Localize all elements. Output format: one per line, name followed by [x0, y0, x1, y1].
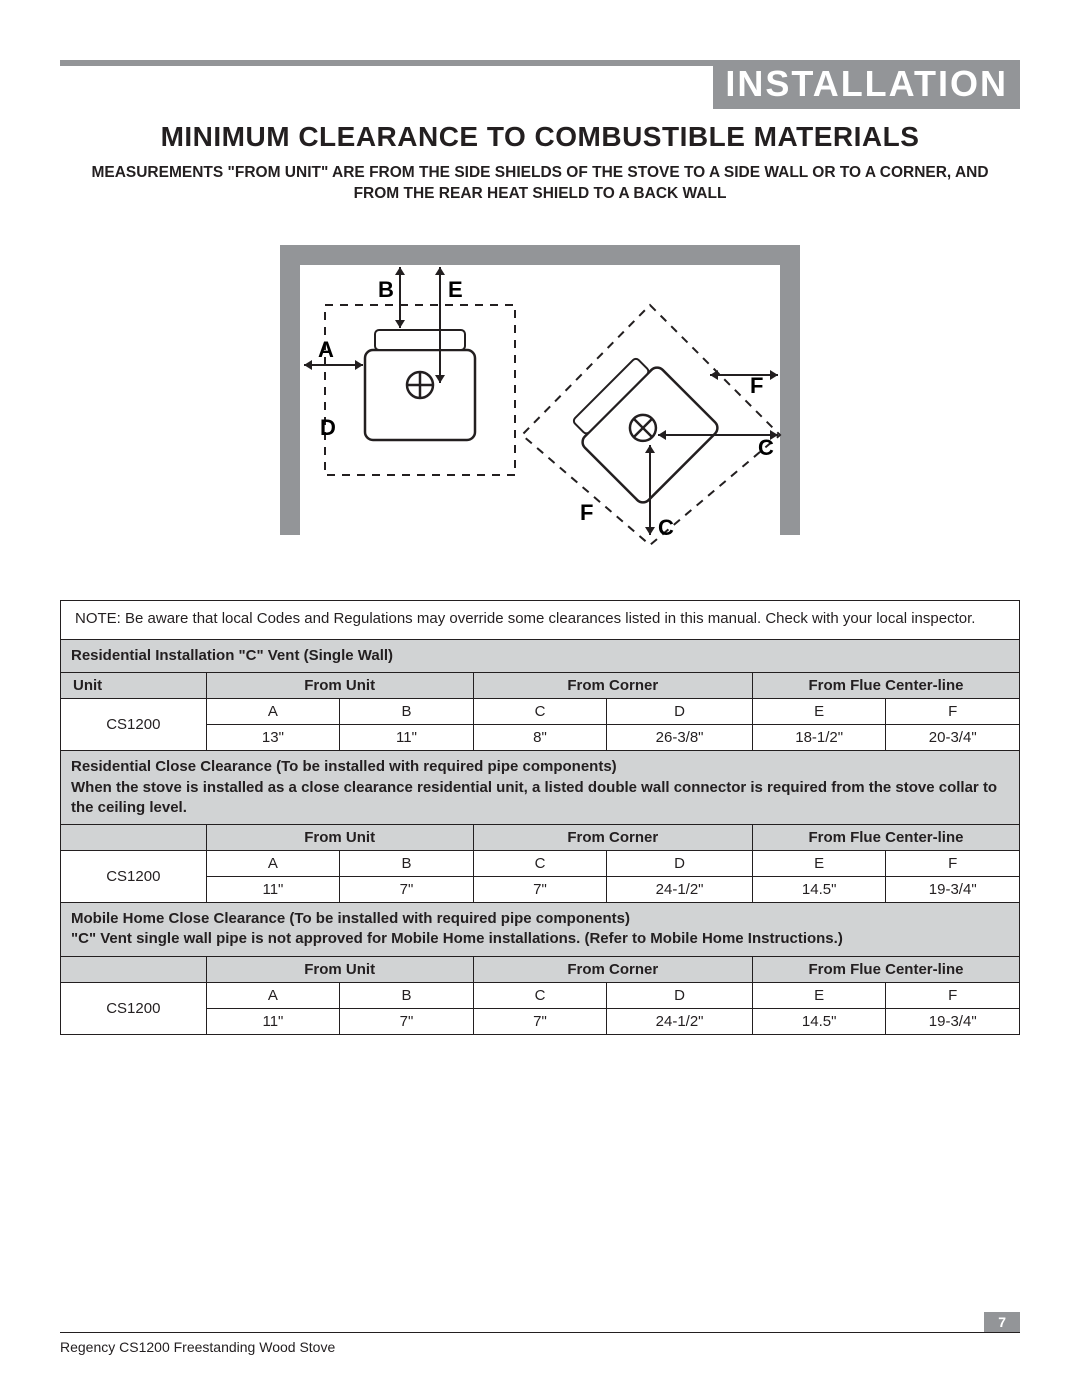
table-note: NOTE: Be aware that local Codes and Regu… [61, 600, 1020, 639]
clearance-table: NOTE: Be aware that local Codes and Regu… [60, 600, 1020, 1035]
column-header-row: From Unit From Corner From Flue Center-l… [61, 825, 1020, 851]
page: INSTALLATION MINIMUM CLEARANCE TO COMBUS… [0, 0, 1080, 1397]
footer-text: Regency CS1200 Freestanding Wood Stove [60, 1339, 335, 1355]
svg-text:A: A [318, 337, 334, 362]
section-header: Mobile Home Close Clearance (To be insta… [61, 903, 1020, 957]
svg-text:C: C [658, 515, 674, 540]
letters-row: CS1200 A B C D E F [61, 982, 1020, 1008]
page-number: 7 [984, 1312, 1020, 1332]
svg-text:F: F [750, 373, 763, 398]
column-header-row: Unit From Unit From Corner From Flue Cen… [61, 673, 1020, 699]
letters-row: CS1200 A B C D E F [61, 699, 1020, 725]
page-title: MINIMUM CLEARANCE TO COMBUSTIBLE MATERIA… [60, 121, 1020, 153]
measurement-note: MEASUREMENTS "FROM UNIT" ARE FROM THE SI… [70, 163, 1010, 205]
section-header: Residential Installation "C" Vent (Singl… [61, 640, 1020, 673]
table-note-row: NOTE: Be aware that local Codes and Regu… [61, 600, 1020, 639]
svg-text:B: B [378, 277, 394, 302]
svg-text:F: F [580, 500, 593, 525]
column-header-row: From Unit From Corner From Flue Center-l… [61, 956, 1020, 982]
section-banner: INSTALLATION [60, 61, 1020, 109]
svg-text:C: C [758, 435, 774, 460]
clearance-diagram: A B E D [60, 235, 1020, 560]
letters-row: CS1200 A B C D E F [61, 851, 1020, 877]
svg-text:E: E [448, 277, 463, 302]
page-footer: 7 Regency CS1200 Freestanding Wood Stove [60, 1322, 1020, 1355]
svg-text:D: D [320, 415, 336, 440]
section-header: Residential Close Clearance (To be insta… [61, 751, 1020, 825]
banner-text: INSTALLATION [713, 61, 1020, 109]
